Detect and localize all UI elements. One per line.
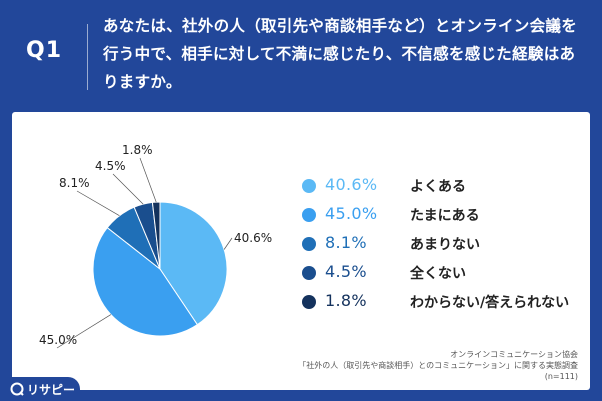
source-note: オンラインコミュニケーション協会 「社外の人（取引先や商談相手）とのコミュニケー… <box>298 349 578 382</box>
brand-tab: リサピー <box>2 377 80 401</box>
legend-item: 45.0% たまにある <box>302 203 592 232</box>
legend-percent: 4.5% <box>325 262 367 281</box>
legend-swatch <box>302 266 316 280</box>
legend-label: あまりない <box>410 237 480 253</box>
legend-swatch <box>302 179 316 193</box>
legend-label: わからない/答えられない <box>410 295 570 311</box>
pie-slice <box>151 201 161 270</box>
slice-leader-line <box>56 314 112 349</box>
source-sample: (n=111) <box>544 372 578 381</box>
brand-name: リサピー <box>27 383 76 397</box>
legend-item: 1.8% わからない/答えられない <box>302 290 592 319</box>
header: Q1 あなたは、社外の人（取引先や商談相手など）とオンライン会議を行う中で、相手… <box>0 0 602 112</box>
legend-percent: 1.8% <box>325 291 367 310</box>
slice-value-label: 8.1% <box>59 176 90 190</box>
legend-percent: 8.1% <box>325 233 367 252</box>
slice-leader-line <box>139 157 157 203</box>
legend-percent: 45.0% <box>325 204 378 223</box>
legend-item: 8.1% あまりない <box>302 232 592 261</box>
slice-leader-line <box>112 173 144 205</box>
legend-item: 4.5% 全くない <box>302 261 592 290</box>
slice-value-label: 1.8% <box>122 143 153 157</box>
slice-leader-line <box>223 237 233 250</box>
legend-label: 全くない <box>410 266 466 282</box>
brand-logo-icon <box>10 382 24 396</box>
slice-value-label: 4.5% <box>95 159 126 173</box>
legend-percent: 40.6% <box>325 175 378 194</box>
slice-value-label: 45.0% <box>39 333 77 347</box>
chart-card: 40.6% 45.0% 8.1% 4.5% 1.8% 40.6% よくある 45.0% たまに… <box>12 112 590 390</box>
legend-label: よくある <box>410 179 466 195</box>
source-org: オンラインコミュニケーション協会 <box>450 350 578 359</box>
question-label: Q1 <box>26 38 63 63</box>
legend-swatch <box>302 208 316 222</box>
chart-legend: 40.6% よくある 45.0% たまにある 8.1% あまりない 4.5% 全くない 1.8%… <box>302 174 592 319</box>
header-divider <box>87 24 88 90</box>
pie-chart: 40.6% 45.0% 8.1% 4.5% 1.8% <box>39 143 272 349</box>
question-text: あなたは、社外の人（取引先や商談相手など）とオンライン会議を行う中で、相手に対し… <box>103 17 578 91</box>
slice-value-label: 40.6% <box>234 231 272 245</box>
legend-item: 40.6% よくある <box>302 174 592 203</box>
legend-swatch <box>302 237 316 251</box>
legend-swatch <box>302 295 316 309</box>
source-survey: 「社外の人（取引先や商談相手）とのコミュニケーション」に関する実態調査 <box>298 361 578 370</box>
slice-leader-line <box>76 190 120 216</box>
legend-label: たまにある <box>410 208 480 224</box>
